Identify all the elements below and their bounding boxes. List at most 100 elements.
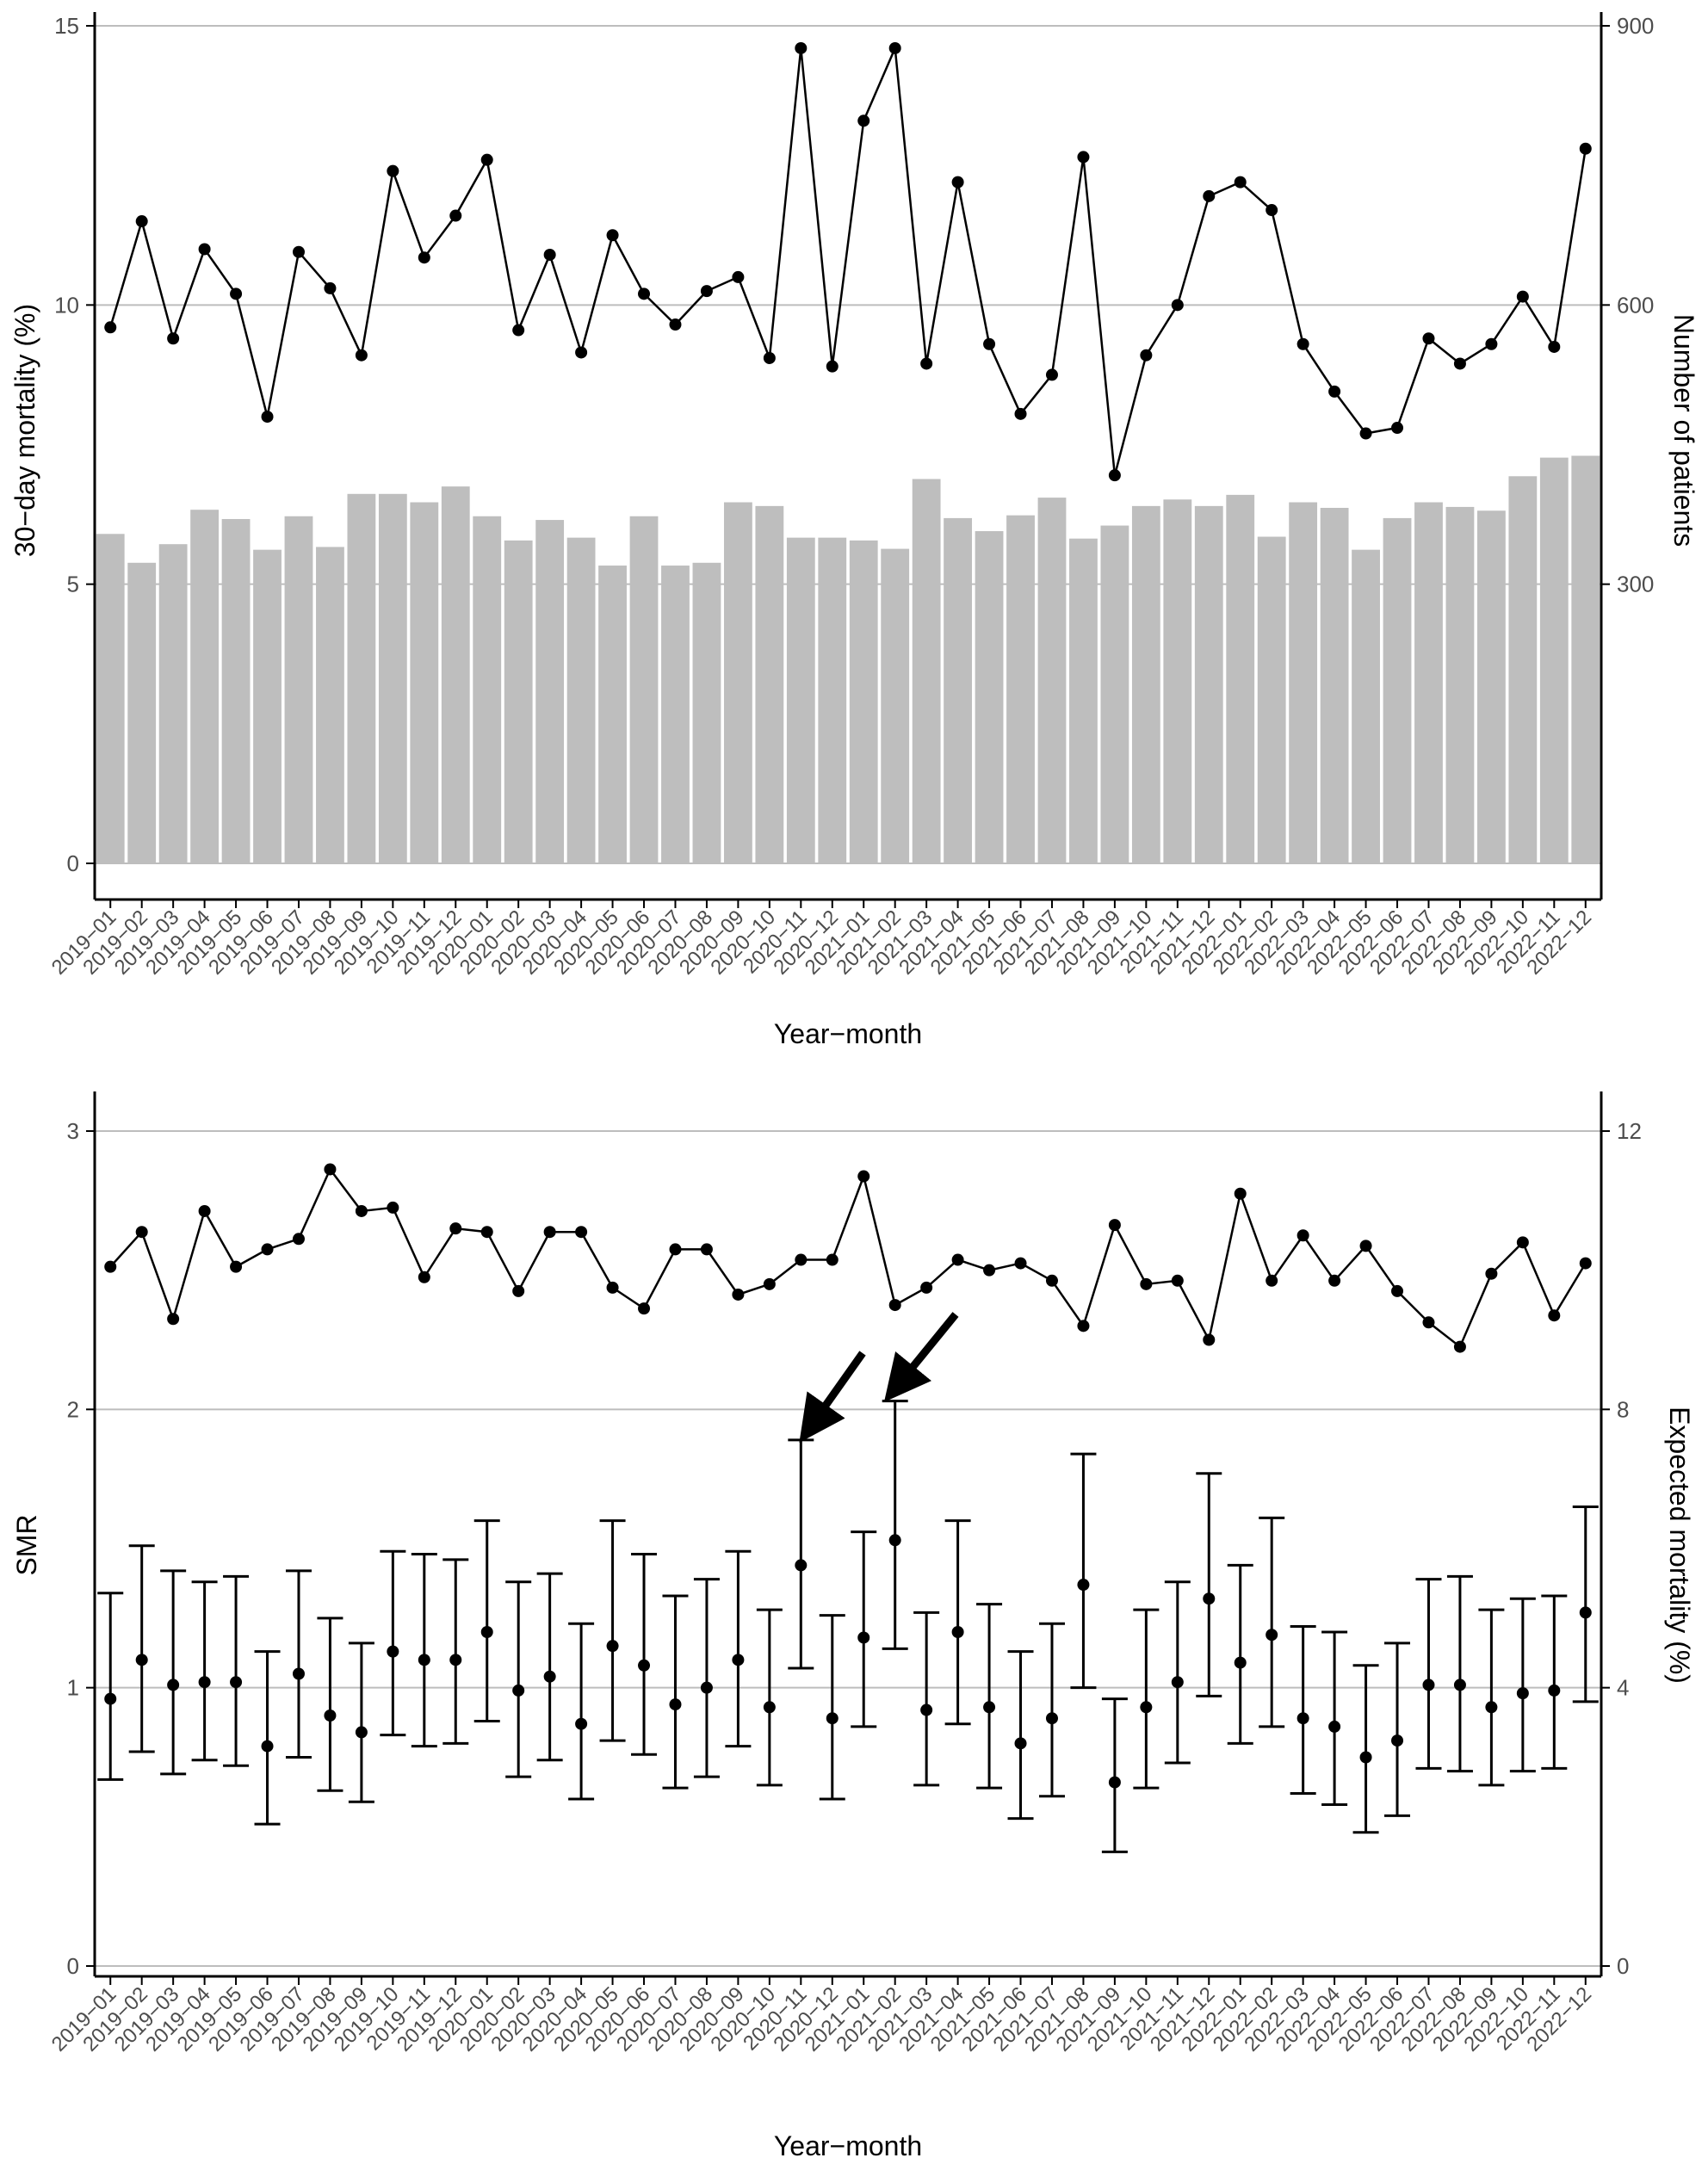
expected-point-2019-08 <box>324 1163 337 1176</box>
smr-point-2020-01 <box>480 1626 493 1638</box>
mortality-point-2021-08 <box>1077 151 1090 164</box>
mortality-point-2022-01 <box>1234 176 1247 189</box>
expected-point-2021-01 <box>857 1170 870 1183</box>
bar-2021-01 <box>849 540 878 863</box>
mortality-point-2021-09 <box>1108 469 1121 482</box>
bar-2022-10 <box>1508 476 1538 863</box>
mortality-point-2022-02 <box>1266 204 1278 217</box>
expected-point-2020-05 <box>606 1281 619 1294</box>
expected-point-2019-12 <box>449 1222 462 1235</box>
top-panel: 0 5 10 15 300 600 900 2019−012019−022019−03201… <box>9 12 1699 1049</box>
bar-2020-06 <box>629 516 659 863</box>
bar-2020-09 <box>723 502 752 863</box>
top-x-axis-title: Year−month <box>774 1018 922 1049</box>
smr-point-2021-04 <box>951 1626 964 1638</box>
mortality-point-2019-01 <box>104 321 117 334</box>
smr-point-2019-09 <box>355 1726 368 1739</box>
bar-2021-11 <box>1163 499 1192 863</box>
smr-point-2019-12 <box>449 1654 462 1666</box>
left-tick-label-15: 15 <box>54 13 79 39</box>
mortality-point-2022-11 <box>1548 340 1561 353</box>
left-tick-label-3: 3 <box>67 1118 79 1144</box>
top-left-axis-title: 30−day mortality (%) <box>9 304 40 557</box>
bottom-gridlines <box>95 1130 1601 1967</box>
mortality-point-2020-05 <box>606 229 619 242</box>
bar-2022-06 <box>1383 517 1412 863</box>
right-tick-label-8: 8 <box>1617 1396 1629 1422</box>
expected-point-2022-09 <box>1485 1267 1498 1280</box>
smr-point-2020-10 <box>763 1701 776 1714</box>
expected-point-2021-11 <box>1171 1274 1184 1287</box>
bar-2019-11 <box>410 502 439 863</box>
bottom-right-axis-title: Expected mortality (%) <box>1664 1407 1695 1684</box>
expected-point-2021-03 <box>920 1281 933 1294</box>
expected-point-2020-07 <box>669 1243 682 1256</box>
left-tick-label-0: 0 <box>67 850 79 876</box>
mortality-point-2021-11 <box>1171 299 1184 312</box>
expected-point-2022-04 <box>1328 1274 1341 1287</box>
bar-2022-04 <box>1320 508 1349 863</box>
mortality-point-2021-03 <box>920 357 933 370</box>
smr-point-2021-01 <box>857 1631 870 1644</box>
bar-2022-02 <box>1257 536 1286 863</box>
mortality-point-2020-09 <box>732 270 745 283</box>
mortality-point-2020-03 <box>543 248 556 261</box>
mortality-point-2019-07 <box>292 245 305 258</box>
bar-2019-05 <box>221 518 251 863</box>
mortality-point-2021-05 <box>983 337 996 350</box>
bar-2022-03 <box>1289 502 1318 863</box>
expected-point-2021-04 <box>951 1253 964 1266</box>
expected-point-2021-06 <box>1014 1257 1027 1270</box>
smr-point-2019-05 <box>230 1676 243 1689</box>
mortality-point-2019-04 <box>198 243 211 256</box>
smr-error-bars <box>97 1400 1599 1853</box>
expected-point-2022-06 <box>1391 1284 1404 1297</box>
bar-2022-05 <box>1352 549 1380 863</box>
mortality-point-2021-04 <box>951 176 964 189</box>
expected-point-2020-12 <box>826 1253 839 1266</box>
bottom-x-tick-labels: 2019−012019−022019−032019−042019−052019−… <box>47 1976 1596 2056</box>
arrow-2021-02 <box>883 1312 959 1402</box>
expected-point-2019-03 <box>167 1313 180 1326</box>
left-tick-label-1: 1 <box>67 1675 79 1701</box>
smr-point-2020-09 <box>732 1654 745 1666</box>
top-x-tick-labels: 2019−012019−022019−032019−042019−052019−… <box>47 900 1596 980</box>
smr-point-2021-12 <box>1203 1592 1216 1605</box>
bar-2020-07 <box>661 566 690 863</box>
mortality-point-2019-03 <box>167 332 180 345</box>
right-tick-label-0: 0 <box>1617 1953 1629 1979</box>
bar-2022-12 <box>1571 455 1600 863</box>
expected-point-2019-06 <box>261 1243 274 1256</box>
mortality-point-2019-11 <box>418 251 430 264</box>
bar-2021-04 <box>944 517 973 863</box>
right-tick-label-4: 4 <box>1617 1675 1629 1701</box>
expected-point-2022-01 <box>1234 1187 1247 1200</box>
bar-2022-01 <box>1226 494 1255 863</box>
bar-2019-07 <box>284 516 313 863</box>
top-gridlines <box>95 25 1601 864</box>
expected-point-2020-09 <box>732 1288 745 1301</box>
expected-point-2021-08 <box>1077 1320 1090 1332</box>
smr-point-2019-03 <box>167 1679 180 1691</box>
expected-point-2020-10 <box>763 1277 776 1290</box>
expected-point-2020-08 <box>700 1243 713 1256</box>
smr-point-2022-12 <box>1579 1606 1592 1619</box>
smr-point-2019-08 <box>324 1710 337 1722</box>
expected-point-2021-02 <box>888 1299 901 1312</box>
mortality-point-2020-02 <box>512 324 525 337</box>
bar-2020-04 <box>566 537 596 863</box>
smr-point-2022-07 <box>1422 1679 1435 1691</box>
smr-point-2022-02 <box>1266 1629 1278 1642</box>
expected-point-2020-11 <box>795 1253 808 1266</box>
mortality-point-2019-09 <box>355 349 368 362</box>
bar-2021-10 <box>1131 505 1160 863</box>
right-tick-label-300: 300 <box>1617 572 1654 597</box>
left-tick-label-10: 10 <box>54 292 79 318</box>
expected-point-2022-05 <box>1359 1240 1372 1252</box>
mortality-point-2021-06 <box>1014 407 1027 420</box>
smr-point-2022-01 <box>1234 1656 1247 1669</box>
mortality-point-2020-08 <box>700 285 713 298</box>
bar-2022-08 <box>1445 506 1475 863</box>
bar-2020-08 <box>692 562 721 863</box>
mortality-point-2020-11 <box>795 41 808 54</box>
